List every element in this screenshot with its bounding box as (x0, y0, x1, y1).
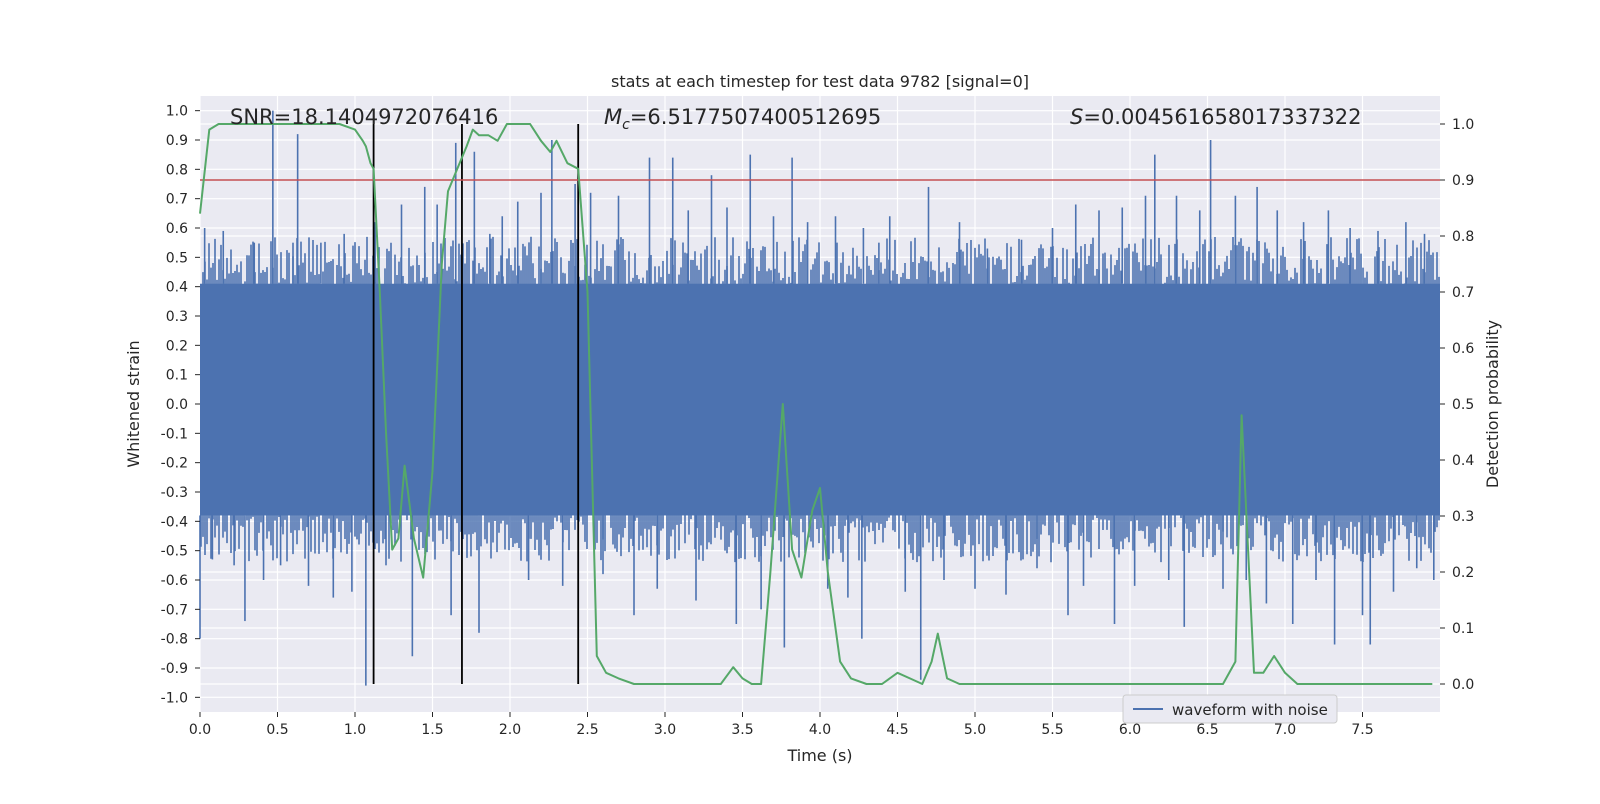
left-tick-label: -0.4 (161, 514, 188, 530)
left-tick-label: 0.1 (166, 368, 188, 384)
probability-line (199, 123, 1433, 685)
x-tick-label: 7.0 (1274, 722, 1296, 738)
x-tick-label: 3.0 (654, 722, 676, 738)
right-tick-label: 0.4 (1452, 453, 1474, 469)
snr-annotation: SNR=18.1404972076416 (230, 105, 498, 129)
left-tick-label: 0.3 (166, 309, 188, 325)
right-tick-label: 0.9 (1452, 173, 1474, 189)
left-tick-label: -0.2 (161, 456, 188, 472)
left-tick-label: -0.1 (161, 426, 188, 442)
right-tick-label: 0.3 (1452, 509, 1474, 525)
left-tick-label: -1.0 (161, 690, 188, 706)
right-tick-label: 0.0 (1452, 677, 1474, 693)
x-tick-label: 1.0 (344, 722, 366, 738)
left-tick-label: 0.9 (166, 133, 188, 149)
left-tick-label: 0.4 (166, 280, 188, 296)
left-tick-label: 0.2 (166, 338, 188, 354)
probability-series (199, 123, 1433, 685)
x-tick-label: 5.5 (1041, 722, 1063, 738)
s-symbol: S (1070, 105, 1083, 129)
x-tick-label: 2.5 (576, 722, 598, 738)
chirp-mass-value: =6.5177507400512695 (630, 105, 881, 129)
left-tick-label: -0.7 (161, 602, 188, 618)
legend-label: waveform with noise (1172, 701, 1328, 719)
x-tick-label: 4.0 (809, 722, 831, 738)
s-annotation: S=0.004561658017337322 (1070, 105, 1361, 129)
x-tick-label: 7.5 (1351, 722, 1373, 738)
x-tick-label: 5.0 (964, 722, 986, 738)
right-tick-label: 0.8 (1452, 229, 1474, 245)
x-tick-label: 2.0 (499, 722, 521, 738)
waveform-noise-band (200, 283, 1440, 516)
left-tick-label: 0.7 (166, 192, 188, 208)
left-tick-label: -0.9 (161, 661, 188, 677)
left-tick-label: -0.8 (161, 632, 188, 648)
x-tick-label: 4.5 (886, 722, 908, 738)
left-axis-label: Whitened strain (124, 340, 143, 467)
x-axis-label: Time (s) (786, 746, 852, 765)
x-tick-label: 6.0 (1119, 722, 1141, 738)
left-tick-label: -0.5 (161, 544, 188, 560)
left-tick-label: 0.6 (166, 221, 188, 237)
legend-box (1122, 694, 1338, 724)
right-axis-label: Detection probability (1483, 320, 1502, 488)
x-tick-label: 6.5 (1196, 722, 1218, 738)
x-tick-label: 3.5 (731, 722, 753, 738)
left-tick-label: 1.0 (166, 104, 188, 120)
right-tick-label: 0.1 (1452, 621, 1474, 637)
x-tick-label: 0.5 (266, 722, 288, 738)
left-tick-label: -0.3 (161, 485, 188, 501)
left-tick-label: 0.5 (166, 250, 188, 266)
chart-title: stats at each timestep for test data 978… (611, 72, 1029, 91)
left-tick-label: -0.6 (161, 573, 188, 589)
right-tick-label: 0.7 (1452, 285, 1474, 301)
waveform-series (199, 110, 1440, 686)
x-tick-label: 1.5 (421, 722, 443, 738)
x-tick-label: 0.0 (189, 722, 211, 738)
right-tick-label: 1.0 (1452, 117, 1474, 133)
tick-labels: 0.0 0.5 1.0 1.5 2.0 2.5 3.0 3.5 4.0 4.5 5.0 5.5 6.0 6… (161, 104, 1475, 738)
right-tick-label: 0.6 (1452, 341, 1474, 357)
right-tick-label: 0.5 (1452, 397, 1474, 413)
s-value: =0.004561658017337322 (1083, 105, 1361, 129)
event-markers (372, 124, 580, 684)
left-tick-label: 0.0 (166, 397, 188, 413)
chirp-mass-annotation: Mc=6.5177507400512695 (604, 105, 881, 133)
chirp-mass-subscript: c (622, 117, 630, 133)
chirp-mass-symbol: M (604, 105, 622, 129)
left-tick-label: 0.8 (166, 162, 188, 178)
legend: waveform with noise (1122, 694, 1338, 724)
right-tick-label: 0.2 (1452, 565, 1474, 581)
